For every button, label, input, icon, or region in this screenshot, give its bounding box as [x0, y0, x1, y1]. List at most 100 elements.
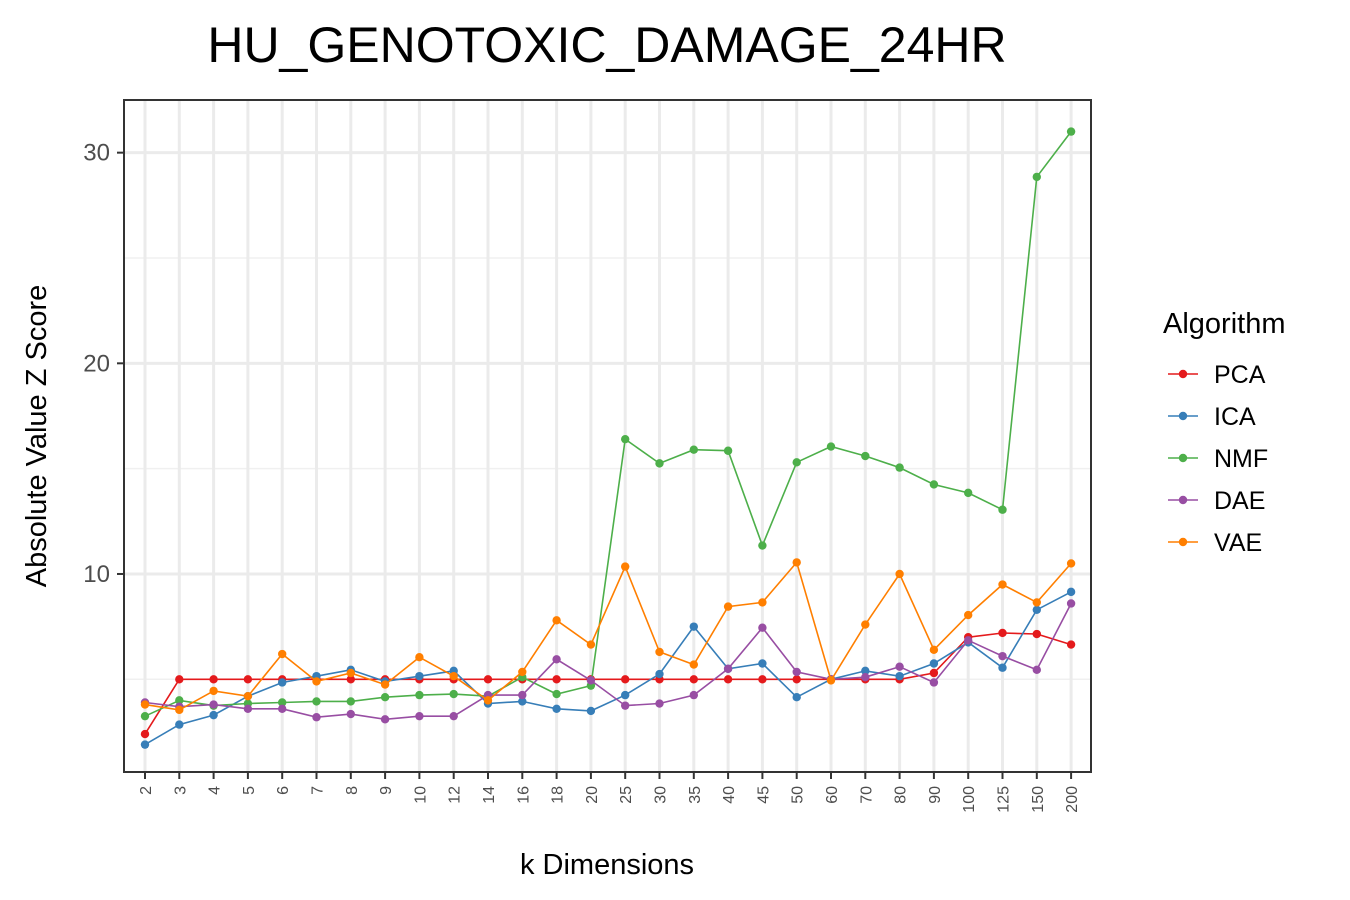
legend-item-ica: ICA	[1168, 403, 1256, 431]
x-tick-label: 125	[996, 786, 1013, 813]
x-tick-label: 25	[618, 786, 635, 804]
data-point	[586, 676, 596, 685]
data-point	[964, 636, 973, 645]
data-point	[895, 569, 904, 579]
data-point	[621, 562, 630, 571]
data-point	[175, 675, 184, 684]
data-point	[278, 649, 287, 659]
data-point	[243, 691, 253, 701]
x-tick-label: 8	[344, 786, 361, 795]
data-point	[758, 659, 767, 668]
data-point	[929, 668, 939, 678]
data-point	[792, 667, 801, 677]
data-point	[278, 698, 287, 707]
x-tick-label: 70	[858, 786, 875, 804]
data-point	[209, 686, 218, 696]
grid	[124, 100, 1091, 772]
data-point	[689, 690, 698, 700]
data-point	[380, 680, 390, 689]
data-point	[792, 675, 801, 684]
data-point	[895, 671, 904, 681]
data-point	[792, 693, 801, 702]
data-point	[209, 700, 218, 709]
x-tick-label: 2	[138, 786, 155, 795]
data-point	[861, 673, 870, 682]
data-point	[346, 668, 355, 678]
data-point	[140, 740, 150, 749]
legend-label: ICA	[1214, 403, 1256, 431]
data-point	[792, 558, 801, 567]
legend-item-dae: DAE	[1168, 487, 1265, 515]
data-point	[552, 675, 561, 684]
data-point	[929, 645, 939, 655]
data-point	[449, 671, 458, 681]
data-point	[723, 675, 733, 684]
data-point	[826, 442, 836, 451]
data-point	[380, 715, 390, 724]
data-point	[964, 488, 973, 498]
data-point	[312, 713, 321, 722]
data-point	[689, 622, 698, 631]
data-point	[1066, 587, 1076, 597]
data-point	[929, 659, 939, 668]
series-line-dae	[144, 603, 1072, 721]
data-point	[415, 690, 424, 700]
plot-panel-border	[123, 99, 1092, 773]
data-point	[518, 697, 527, 706]
data-point	[758, 675, 767, 684]
data-point	[1066, 559, 1076, 568]
data-point	[689, 660, 698, 669]
data-point	[1032, 172, 1042, 182]
data-point	[998, 580, 1007, 589]
y-axis-label: Absolute Value Z Score	[21, 285, 53, 588]
legend-key-point	[1178, 453, 1188, 463]
legend-key-point	[1178, 537, 1188, 547]
data-point	[621, 690, 630, 700]
data-point	[723, 602, 733, 611]
series-line-nmf	[144, 131, 1072, 717]
data-point	[758, 541, 767, 550]
y-tick-label: 10	[83, 561, 110, 588]
data-point	[415, 652, 424, 662]
data-point	[552, 704, 561, 714]
data-point	[1066, 127, 1076, 136]
x-tick-label: 16	[515, 786, 532, 804]
data-point	[518, 690, 527, 700]
x-tick-label: 20	[584, 786, 601, 804]
data-point	[175, 705, 184, 715]
data-point	[655, 699, 664, 708]
data-point	[861, 451, 870, 461]
data-point	[826, 676, 836, 685]
data-point	[312, 677, 321, 686]
data-point	[140, 729, 150, 739]
data-point	[689, 445, 698, 454]
data-point	[278, 704, 287, 714]
legend-label: DAE	[1214, 487, 1265, 515]
x-tick-label: 45	[755, 786, 772, 804]
data-point	[998, 505, 1007, 514]
legend-label: PCA	[1214, 361, 1266, 389]
x-tick-label: 4	[207, 786, 224, 795]
y-tick-label: 20	[83, 350, 110, 377]
data-point	[861, 666, 870, 676]
series-line-vae	[144, 560, 1072, 711]
series-line-ica	[144, 591, 1072, 746]
data-point	[140, 711, 150, 721]
data-point	[621, 675, 630, 684]
data-point	[998, 651, 1007, 661]
data-point	[758, 623, 767, 632]
data-point	[895, 463, 904, 472]
x-tick-label: 12	[447, 786, 464, 804]
data-point	[175, 720, 184, 729]
x-tick-label: 30	[653, 786, 670, 804]
legend-item-nmf: NMF	[1168, 445, 1268, 473]
data-point	[586, 706, 596, 716]
data-point	[346, 709, 355, 719]
legend-key-point	[1178, 369, 1188, 379]
data-point	[449, 689, 458, 699]
x-tick-label: 90	[927, 786, 944, 804]
data-point	[586, 640, 596, 649]
data-point	[278, 678, 287, 687]
